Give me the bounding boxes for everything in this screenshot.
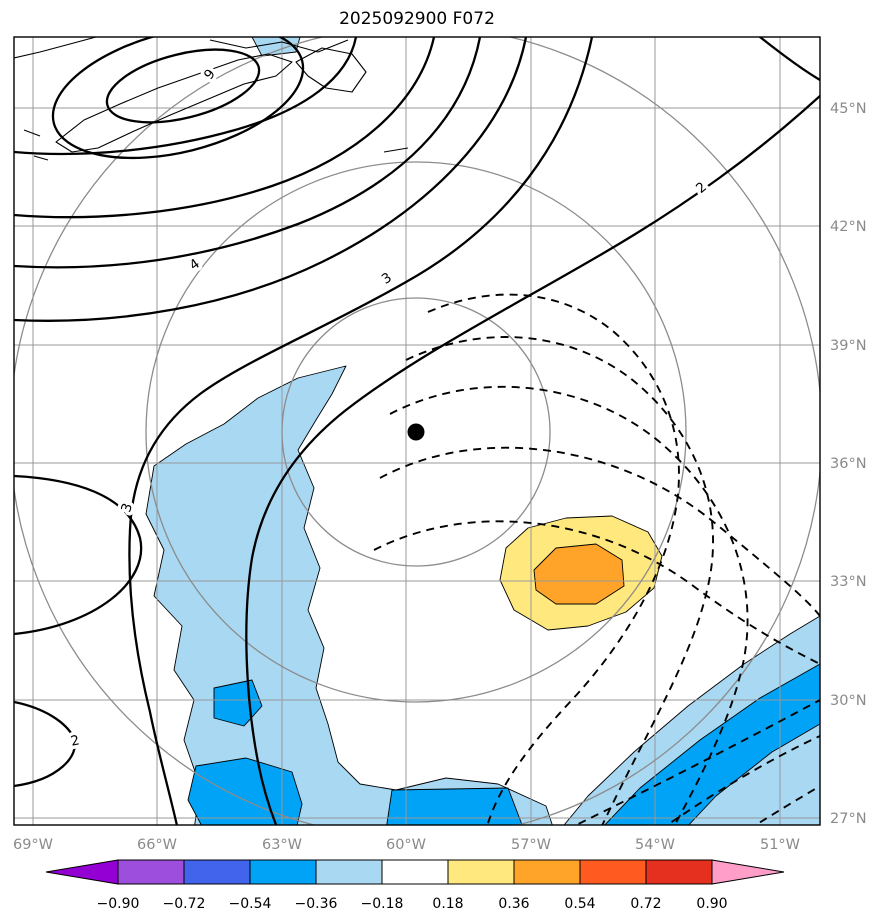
x-tick-label: 63°W [262,837,302,853]
colorbar-segment [579,859,647,885]
dashed-contour [389,385,749,825]
x-tick-label: 51°W [760,837,800,853]
plot-area [14,37,820,825]
coastline-nova-scotia [55,53,293,153]
range-rings [14,37,820,825]
solid-contour [245,94,820,825]
colorbar-segment [381,859,449,885]
colorbar-tick-label: 0.54 [564,896,595,912]
dashed-contour [373,520,820,665]
solid-contour [758,37,820,82]
shaded-region-negative-strong-bottomleft [187,757,303,825]
colorbar-tick-label: 0.72 [630,896,661,912]
colorbar-tick-label: −0.72 [163,896,206,912]
coastline-islet [33,155,49,161]
colorbar-segment [183,859,251,885]
x-tick-label: 69°W [13,837,53,853]
dashed-contour [405,336,714,825]
colorbar-segment [249,859,317,885]
x-axis-ticks: 69°W 66°W 63°W 60°W 57°W 54°W 51°W [13,837,800,853]
coastline [14,37,409,161]
colorbar-tick-label: −0.54 [229,896,272,912]
solid-contour [105,48,261,124]
coastline-sable-island [383,147,409,153]
dashed-contour [427,293,680,825]
shaded-regions [145,37,820,825]
x-tick-label: 60°W [386,837,426,853]
dashed-contour [754,785,820,825]
y-tick-label: 27°N [830,811,867,827]
solid-contour [128,37,594,825]
y-tick-label: 33°N [830,574,867,590]
x-tick-label: 57°W [511,837,551,853]
dashed-contour [379,446,820,617]
y-tick-label: 36°N [830,456,867,472]
contour-label: 2 [69,732,81,749]
y-tick-label: 45°N [830,101,867,117]
solid-contour [14,37,528,322]
colorbar-tick-label: 0.18 [432,896,463,912]
colorbar-tick-label: −0.90 [97,896,140,912]
solid-contour [14,37,482,269]
contour-label: 3 [379,270,395,288]
y-tick-label: 30°N [830,693,867,709]
colorbar-ticks: −0.90 −0.72 −0.54 −0.36 −0.18 0.18 0.36 … [97,896,728,912]
solid-contours [14,37,820,825]
colorbar-arrow-right [711,859,785,885]
shaded-region-positive-strong [533,543,625,605]
range-ring [281,297,551,567]
colorbar-tick-label: −0.36 [295,896,338,912]
colorbar-tick-label: 0.90 [696,896,727,912]
colorbar-segment [117,859,185,885]
shaded-region-negative-light [145,365,553,825]
colorbar-segment [315,859,383,885]
solid-contour [14,700,77,788]
colorbar-segment [645,859,713,885]
coastline-mainland-edge [14,37,97,59]
storm-center-marker [407,423,425,441]
colorbar-segment [513,859,581,885]
dashed-contours [373,293,820,825]
contour-label: 9 [201,66,219,83]
coastline-islet [23,129,41,137]
solid-contour [14,37,436,219]
x-tick-label: 66°W [137,837,177,853]
colorbar-segment [447,859,515,885]
contour-label: 4 [187,256,203,274]
colorbar-tick-label: 0.36 [498,896,529,912]
y-axis-ticks: 45°N 42°N 39°N 36°N 33°N 30°N 27°N [830,101,867,827]
coastline-cape-breton [295,47,367,93]
x-tick-label: 54°W [635,837,675,853]
solid-contour [14,37,358,156]
y-tick-label: 42°N [830,219,867,235]
chart-title: 2025092900 F072 [339,9,495,29]
solid-contour [14,474,143,636]
colorbar: −0.90 −0.72 −0.54 −0.36 −0.18 0.18 0.36 … [45,859,785,912]
y-tick-label: 39°N [830,338,867,354]
range-ring [145,161,687,703]
dashed-contour [574,699,820,825]
shaded-region-negative-strong-bottomcenter [386,787,523,825]
coastline-north-shore [209,39,349,53]
plot-border [13,36,821,826]
colorbar-tick-label: −0.18 [361,896,404,912]
latlon-grid [14,37,820,825]
solid-contour [51,37,305,160]
colorbar-arrow-left [45,859,119,885]
